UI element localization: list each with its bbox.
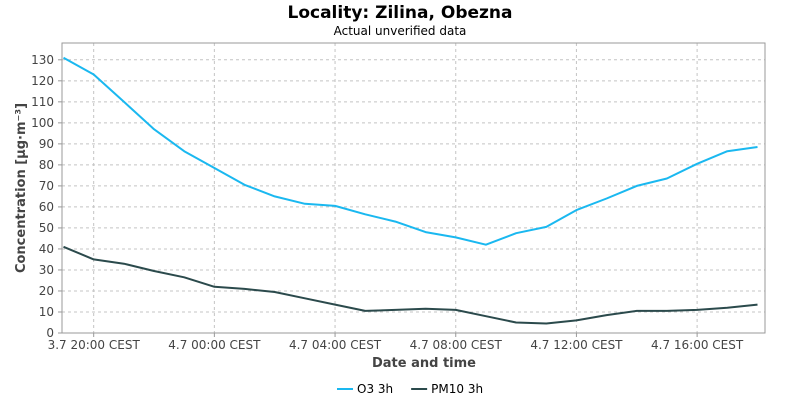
- y-tick-label: 90: [39, 137, 54, 151]
- x-tick-label: 4.7 08:00 CEST: [410, 338, 503, 352]
- legend-item: PM10 3h: [411, 382, 483, 396]
- y-tick-label: 20: [39, 284, 54, 298]
- y-tick-label: 40: [39, 242, 54, 256]
- x-tick-label: 4.7 00:00 CEST: [168, 338, 261, 352]
- series-line-pm10-3h: [63, 245, 758, 325]
- y-axis-ticks: 0 10 20 30 40 50 60 70 80 90 100 110 120 130: [31, 53, 62, 340]
- y-tick-label: 0: [46, 326, 54, 340]
- legend-item: O3 3h: [337, 382, 393, 396]
- series-layer: [63, 56, 758, 325]
- y-axis-label: Concentration [µg·m⁻³]: [14, 103, 29, 273]
- y-tick-label: 80: [39, 158, 54, 172]
- x-tick-label: 4.7 16:00 CEST: [651, 338, 744, 352]
- legend-label: PM10 3h: [431, 382, 483, 396]
- y-tick-label: 130: [31, 53, 54, 67]
- legend-label: O3 3h: [357, 382, 393, 396]
- y-tick-label: 100: [31, 116, 54, 130]
- y-tick-label: 30: [39, 263, 54, 277]
- x-tick-label: 4.7 12:00 CEST: [530, 338, 623, 352]
- x-tick-label: 4.7 04:00 CEST: [289, 338, 382, 352]
- grid: [62, 43, 765, 333]
- x-axis-label: Date and time: [372, 356, 476, 371]
- y-tick-label: 60: [39, 200, 54, 214]
- x-tick-label: 3.7 20:00 CEST: [48, 338, 141, 352]
- y-tick-label: 70: [39, 179, 54, 193]
- y-tick-label: 10: [39, 305, 54, 319]
- series-line-o3-3h: [63, 56, 758, 246]
- y-tick-label: 110: [31, 95, 54, 109]
- y-tick-label: 50: [39, 221, 54, 235]
- plot-area: [61, 42, 766, 334]
- x-axis-ticks: 3.7 20:00 CEST 4.7 00:00 CEST 4.7 04:00 CE…: [48, 333, 744, 352]
- chart-title: Locality: Zilina, Obezna: [287, 3, 512, 23]
- y-tick-label: 120: [31, 74, 54, 88]
- legend: O3 3h PM10 3h: [337, 382, 483, 396]
- chart-subtitle: Actual unverified data: [334, 24, 467, 38]
